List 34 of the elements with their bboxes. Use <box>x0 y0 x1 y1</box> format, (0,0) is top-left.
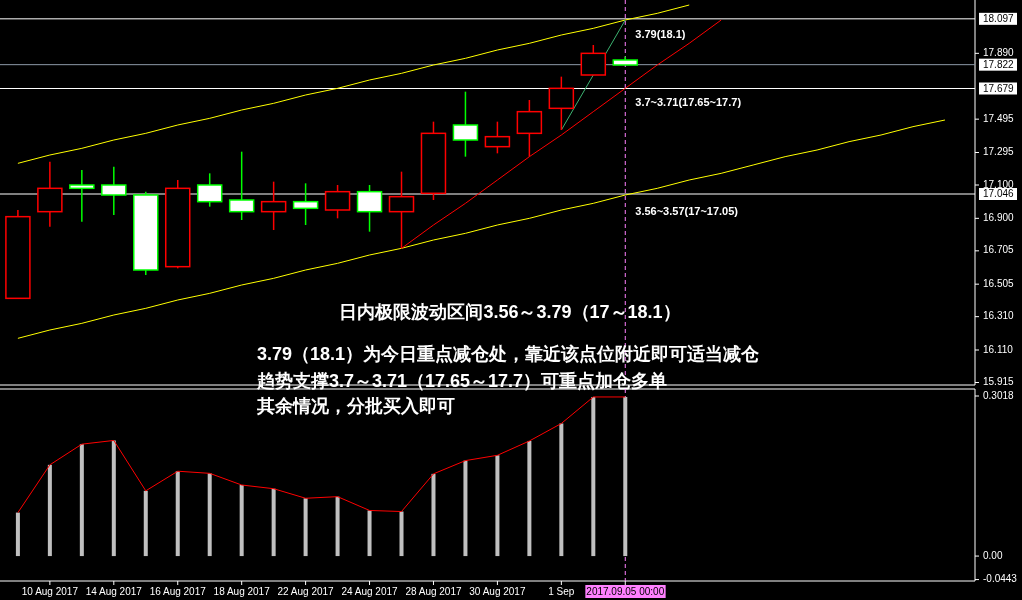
y-tick-label: 0.3018 <box>983 389 1015 401</box>
x-tick-label: 28 Aug 2017 <box>405 586 462 597</box>
y-tick-label: 16.110 <box>983 343 1014 355</box>
x-tick-label: 30 Aug 2017 <box>469 586 526 597</box>
x-tick-label: 24 Aug 2017 <box>341 586 399 597</box>
y-tick-label: 17.100 <box>983 178 1015 190</box>
x-tick-label: 1 Sep <box>548 586 575 597</box>
y-tick-label: 17.890 <box>983 46 1015 58</box>
y-tick-label: 16.900 <box>983 211 1015 223</box>
y-tick-label: 17.495 <box>983 112 1015 124</box>
y-tick-label: 17.295 <box>983 146 1015 158</box>
x-tick-label: 10 Aug 2017 <box>21 586 79 597</box>
y-tick-label: -0.0443 <box>983 573 1018 585</box>
annotation: 3.79（18.1）为今日重点减仓处，靠近该点位附近即可适当减仓 <box>257 343 761 364</box>
ref-line-label: 17.822 <box>983 58 1015 70</box>
annotation: 其余情况，分批买入即可 <box>256 395 455 416</box>
x-tick-label: 2017.09.05 00:00 <box>586 586 665 597</box>
x-tick-label: 14 Aug 2017 <box>85 586 143 597</box>
ref-line-label: 17.679 <box>983 82 1015 94</box>
y-tick-label: 16.310 <box>983 310 1015 322</box>
ref-line-label: 17.046 <box>983 188 1015 200</box>
x-tick-label: 22 Aug 2017 <box>277 586 335 597</box>
y-tick-label: 16.505 <box>983 277 1015 289</box>
ref-line-label: 18.097 <box>983 12 1015 24</box>
y-tick-label: 0.00 <box>983 549 1003 561</box>
annotation: 趋势支撑3.7～3.71（17.65～17.7）可重点加仓多单 <box>256 370 668 391</box>
y-tick-label: 15.915 <box>983 376 1015 388</box>
x-tick-label: 16 Aug 2017 <box>149 586 207 597</box>
annotation: 3.79(18.1) <box>635 27 686 40</box>
annotation: 3.56~3.57(17~17.05) <box>635 204 739 217</box>
y-tick-label: 16.705 <box>983 244 1015 256</box>
annotation: 日内极限波动区间3.56～3.79（17～18.1） <box>339 301 681 322</box>
x-tick-label: 18 Aug 2017 <box>213 586 271 597</box>
annotation: 3.7~3.71(17.65~17.7) <box>635 96 742 109</box>
